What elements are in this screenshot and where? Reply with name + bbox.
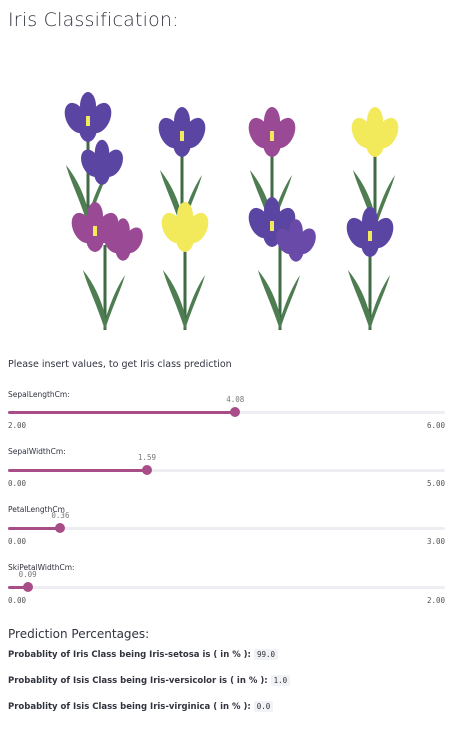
prediction-label: Probablity of Isis Class being Iris-virg… — [8, 702, 251, 712]
petal-length-min: 0.00 — [8, 537, 27, 546]
slider-fill — [8, 586, 28, 589]
slider-value: 4.08 — [226, 395, 245, 404]
sepal-length-min: 2.00 — [8, 421, 27, 430]
prediction-virginica: Probablity of Isis Class being Iris-virg… — [8, 701, 274, 712]
prediction-value: 1.0 — [270, 675, 291, 686]
petal-length-label: PetalLengthCm — [8, 505, 65, 514]
prediction-value: 99.0 — [253, 649, 279, 660]
slider-value: 0.36 — [51, 511, 70, 520]
petal-width-label: SkiPetalWidthCm: — [8, 563, 75, 572]
sepal-width-max: 5.00 — [426, 479, 445, 488]
slider-fill — [8, 469, 147, 472]
prediction-label: Probablity of Isis Class being Iris-vers… — [8, 676, 268, 686]
slider-fill — [8, 527, 61, 530]
slider-value: 0.09 — [18, 570, 37, 579]
insert-values-prompt: Please insert values, to get Iris class … — [8, 359, 232, 370]
iris-flowers-illustration — [60, 92, 403, 330]
petal-width-max: 2.00 — [426, 596, 445, 605]
sepal-width-min: 0.00 — [8, 479, 27, 488]
petal-width-min: 0.00 — [8, 596, 27, 605]
page-title: Iris Classification: — [8, 9, 179, 31]
prediction-title: Prediction Percentages: — [8, 627, 150, 641]
petal-width-slider[interactable]: 0.09 — [8, 570, 445, 592]
sepal-width-slider[interactable]: 1.59 — [8, 453, 445, 475]
sepal-length-slider[interactable]: 4.08 — [8, 395, 445, 417]
slider-thumb[interactable] — [22, 582, 33, 592]
slider-thumb[interactable] — [55, 523, 66, 533]
petal-length-max: 3.00 — [426, 537, 445, 546]
prediction-value: 0.0 — [253, 701, 274, 712]
slider-thumb[interactable] — [230, 407, 241, 417]
sepal-width-label: SepalWidthCm: — [8, 447, 66, 456]
prediction-versicolor: Probablity of Isis Class being Iris-vers… — [8, 675, 291, 686]
sepal-length-label: SepalLengthCm: — [8, 390, 70, 399]
prediction-label: Probablity of Iris Class being Iris-seto… — [8, 650, 251, 660]
petal-length-slider[interactable]: 0.36 — [8, 511, 445, 533]
slider-thumb[interactable] — [141, 465, 152, 475]
sepal-length-max: 6.00 — [426, 421, 445, 430]
slider-fill — [8, 411, 236, 414]
slider-value: 1.59 — [137, 453, 156, 462]
prediction-setosa: Probablity of Iris Class being Iris-seto… — [8, 649, 279, 660]
